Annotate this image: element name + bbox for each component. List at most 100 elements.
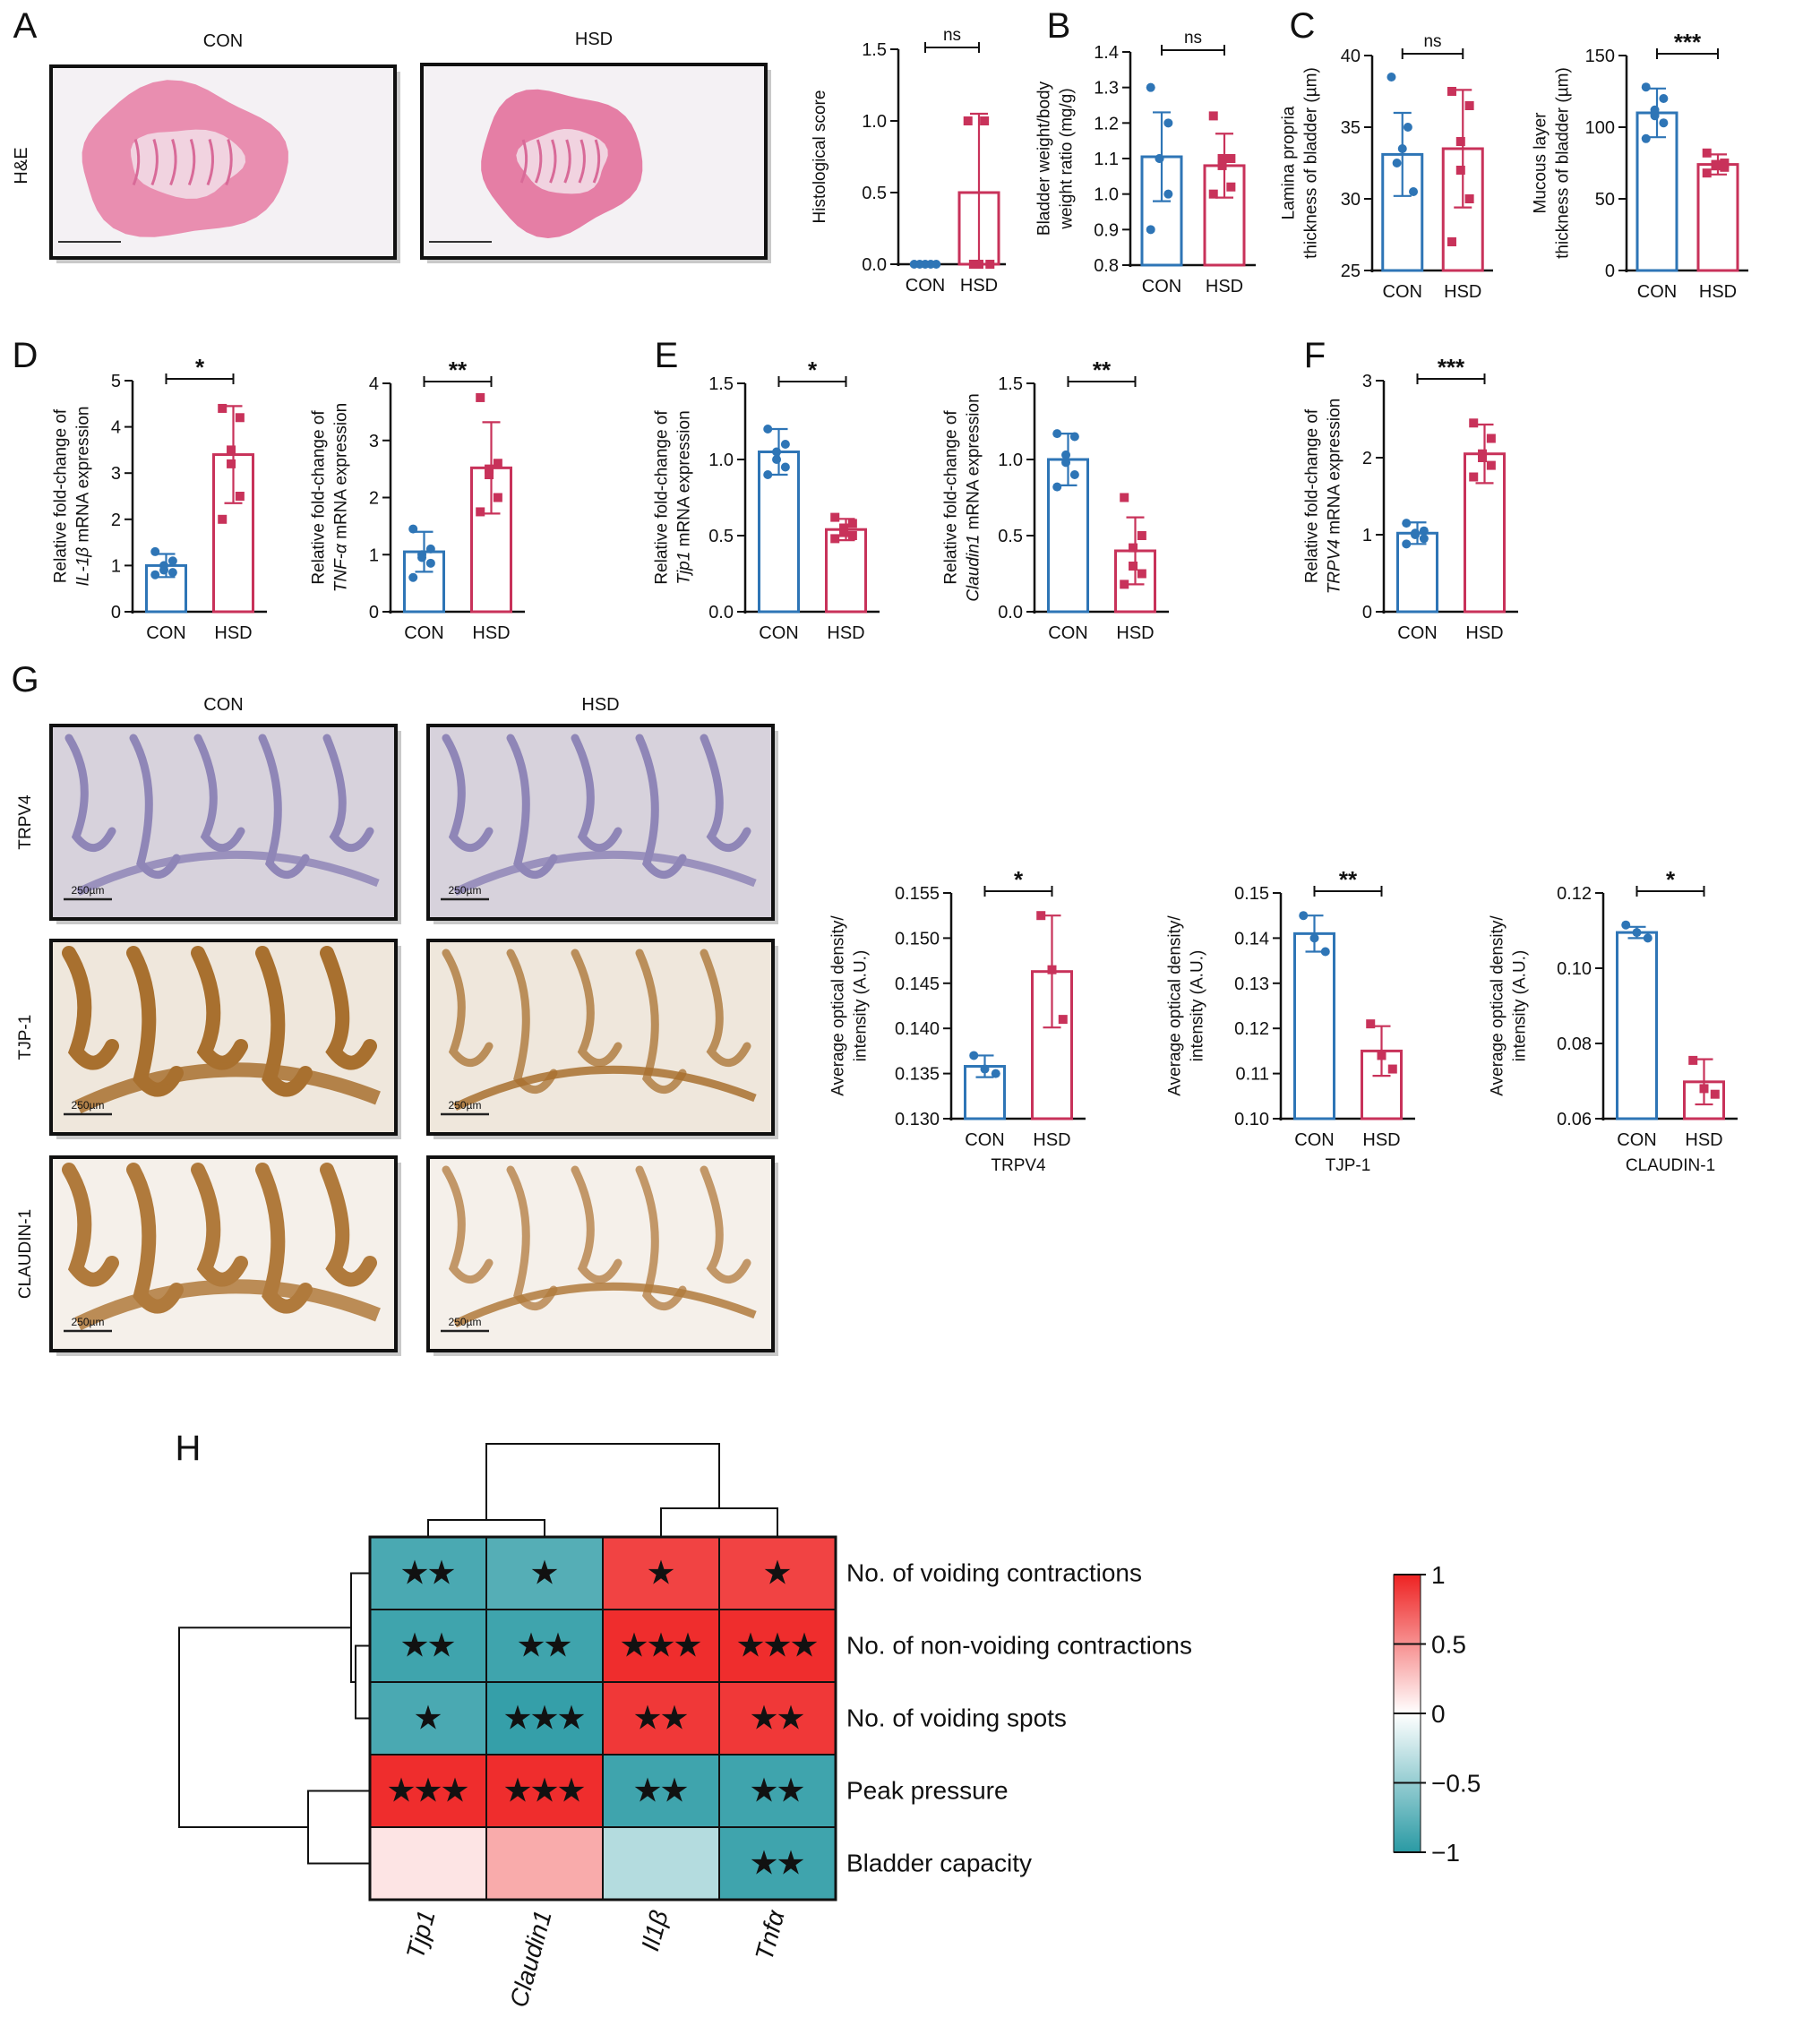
data-point (167, 568, 177, 578)
data-point (985, 260, 995, 269)
epithelial-fold (62, 1163, 119, 1287)
significance-star (634, 1704, 661, 1730)
panel-letter-a: A (13, 6, 38, 46)
y-tick-label: 0.15 (1234, 884, 1269, 904)
y-tick-label: 2 (1362, 449, 1372, 468)
y-axis-label: Bladder weight/body (1035, 81, 1054, 236)
data-point (847, 531, 857, 540)
y-axis-label: Mucous layer (1532, 112, 1550, 214)
mucosal-fold (150, 139, 159, 186)
significance-star (764, 1632, 791, 1657)
epithelial-fold (320, 1163, 377, 1287)
epithelial-fold (62, 946, 119, 1070)
x-tick-label: HSD (472, 623, 510, 643)
epithelial-fold (700, 949, 751, 1067)
data-point (1710, 1089, 1720, 1099)
heatmap-cell (602, 1754, 720, 1828)
significance-star (791, 1632, 818, 1657)
scale-bar-label: 250µm (72, 1099, 105, 1112)
x-tick-label: HSD (1362, 1130, 1400, 1150)
significance-star (634, 1777, 661, 1802)
x-tick-label: CON (1048, 623, 1087, 643)
y-axis-label: Average optical density/ (1489, 915, 1507, 1096)
significance-label: ** (449, 356, 468, 383)
y-tick-label: 1.0 (1094, 185, 1119, 205)
micrograph-he-hsd (420, 63, 771, 263)
data-point (1464, 101, 1474, 110)
y-tick-label: 1.5 (862, 40, 887, 60)
mucosal-fold (534, 139, 543, 184)
y-tick-label: 1 (111, 556, 121, 576)
epithelial-fold (635, 734, 687, 879)
significance-star (621, 1632, 648, 1657)
y-axis-label: TRPV4 mRNA expression (1326, 399, 1344, 595)
y-tick-label: 4 (111, 418, 121, 438)
row-dendrogram (178, 1627, 351, 1828)
x-tick-label: CON (1383, 282, 1422, 302)
data-point (1309, 933, 1319, 943)
x-tick-label: HSD (1465, 623, 1503, 643)
data-point (1061, 458, 1071, 468)
data-point (1129, 543, 1138, 553)
scale-bar-label: 250µm (72, 1316, 105, 1328)
y-tick-label: 0 (1605, 262, 1615, 281)
significance-star (751, 1777, 777, 1802)
y-tick-label: 1.5 (708, 374, 734, 394)
heatmap-row-label: No. of non-voiding contractions (846, 1632, 1192, 1660)
y-tick-label: 0.11 (1236, 1065, 1269, 1085)
y-tick-label: 1.4 (1094, 43, 1119, 63)
data-point (493, 493, 502, 502)
y-axis-label: Claudin1 mRNA expression (965, 393, 983, 601)
column-dendrogram (427, 1519, 545, 1537)
data-point (408, 572, 418, 582)
bar-hsd (825, 528, 867, 614)
y-tick-label: 0.0 (862, 255, 887, 275)
bar-hsd (1696, 163, 1739, 272)
y-tick-label: 5 (111, 372, 121, 391)
y-tick-label: 0 (1362, 603, 1372, 622)
x-tick-label: HSD (1685, 1130, 1722, 1150)
significance-label: * (808, 356, 818, 383)
significance-star (737, 1632, 764, 1657)
data-point (1688, 1055, 1698, 1065)
y-tick-label: 1.0 (998, 451, 1023, 470)
data-point (1208, 111, 1218, 121)
significance-label: * (195, 354, 205, 381)
panel-letter-e: E (655, 336, 679, 375)
data-point (485, 470, 494, 479)
data-point (1411, 530, 1421, 539)
panel-letter-h: H (176, 1429, 202, 1468)
data-point (227, 459, 236, 468)
data-point (1447, 87, 1456, 96)
mucosal-fold (519, 139, 528, 184)
y-tick-label: 0.14 (1234, 929, 1269, 949)
x-tick-label: HSD (1206, 277, 1243, 296)
panel-letter-d: D (13, 336, 39, 375)
chart-c-mucous: 0 50 100 150 Mucous layer thickness of bladde… (1532, 29, 1748, 302)
y-axis-label: Lamina propria (1280, 106, 1299, 219)
mucosal-fold (578, 139, 586, 184)
y-axis-label: Relative fold-change of (653, 410, 672, 585)
y-tick-label: 1 (369, 545, 379, 565)
data-point (1409, 187, 1419, 196)
micrograph-claudin-1-hsd: 250µm (426, 1155, 778, 1356)
data-point (780, 462, 790, 472)
data-point (1392, 159, 1402, 167)
data-point (1386, 73, 1396, 82)
ihc-column-label: HSD (581, 695, 619, 715)
data-point (1129, 562, 1138, 571)
mucosal-fold (549, 139, 557, 184)
data-point (408, 524, 418, 534)
significance-star (777, 1850, 804, 1875)
significance-label: * (1666, 866, 1676, 893)
ihc-row-label: CLAUDIN-1 (16, 1209, 35, 1299)
ihc-row-label: TJP-1 (16, 1015, 35, 1060)
epithelial-fold (506, 734, 558, 879)
epithelial-fold (191, 946, 248, 1070)
data-point (763, 470, 773, 479)
epithelial-fold (258, 734, 310, 879)
data-point (1155, 154, 1164, 163)
significance-label: *** (1674, 29, 1702, 56)
chart-g-claudin1: 0.06 0.08 0.10 0.12 Average optical density/… (1489, 866, 1738, 1175)
data-point (425, 544, 435, 554)
